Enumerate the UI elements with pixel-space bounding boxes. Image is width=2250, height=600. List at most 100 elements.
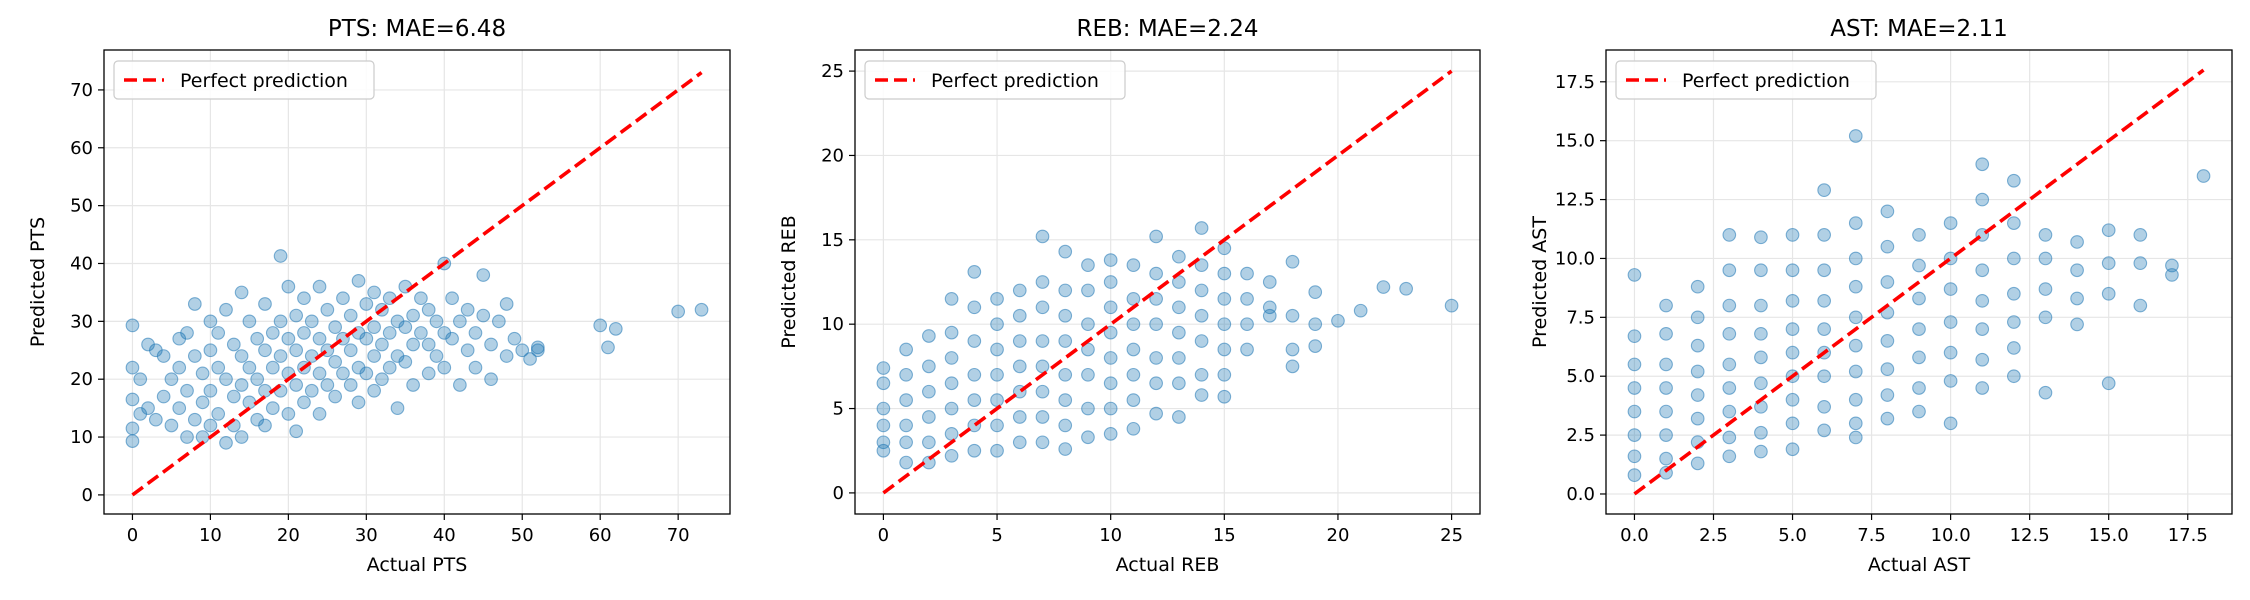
scatter-point bbox=[484, 372, 498, 387]
scatter-point bbox=[1035, 410, 1050, 424]
scatter-point bbox=[1943, 345, 1958, 360]
y-tick-label: 20 bbox=[821, 145, 844, 166]
y-tick-label: 5.0 bbox=[1566, 366, 1595, 387]
scatter-point bbox=[281, 279, 296, 294]
scatter-point bbox=[899, 455, 913, 470]
scatter-point bbox=[367, 320, 381, 334]
scatter-point bbox=[250, 331, 265, 346]
scatter-point bbox=[125, 421, 140, 436]
scatter-point bbox=[1943, 315, 1958, 329]
scatter-point bbox=[1817, 322, 1832, 336]
scatter-point bbox=[1103, 325, 1118, 340]
scatter-point bbox=[1880, 275, 1895, 289]
scatter-point bbox=[1975, 157, 1990, 172]
y-tick-label: 10.0 bbox=[1555, 248, 1595, 269]
scatter-point bbox=[1172, 376, 1186, 391]
scatter-point bbox=[156, 349, 171, 363]
scatter-point bbox=[1308, 339, 1323, 353]
scatter-point bbox=[1754, 298, 1768, 313]
scatter-point bbox=[1126, 342, 1141, 357]
scatter-point bbox=[2006, 315, 2021, 329]
scatter-point bbox=[1149, 376, 1163, 391]
scatter-point bbox=[1659, 298, 1673, 313]
scatter-point bbox=[944, 376, 959, 391]
scatter-point bbox=[359, 366, 374, 381]
scatter-point bbox=[445, 291, 459, 306]
scatter-point bbox=[429, 314, 444, 329]
scatter-point bbox=[211, 407, 226, 421]
scatter-point bbox=[328, 354, 342, 369]
scatter-point bbox=[990, 393, 1004, 407]
scatter-point bbox=[343, 378, 358, 392]
scatter-point bbox=[125, 434, 140, 448]
scatter-point bbox=[125, 360, 140, 375]
scatter-point bbox=[367, 383, 381, 398]
scatter-point bbox=[476, 308, 491, 323]
scatter-point bbox=[125, 392, 140, 407]
scatter-point bbox=[148, 412, 163, 427]
scatter-point bbox=[2038, 385, 2053, 400]
scatter-point bbox=[211, 326, 226, 340]
x-axis-label: Actual PTS bbox=[367, 554, 468, 576]
scatter-point bbox=[258, 383, 272, 398]
scatter-point bbox=[694, 302, 709, 317]
scatter-point bbox=[1012, 435, 1027, 450]
scatter-point bbox=[1817, 399, 1832, 414]
y-tick-label: 10 bbox=[70, 427, 93, 448]
scatter-point bbox=[351, 395, 366, 410]
scatter-point bbox=[1194, 221, 1209, 235]
scatter-point bbox=[499, 297, 514, 311]
scatter-point bbox=[156, 389, 171, 404]
scatter-point bbox=[421, 337, 436, 352]
scatter-point bbox=[2070, 291, 2084, 306]
x-tick-label: 0.0 bbox=[1620, 525, 1649, 546]
x-axis-label: Actual AST bbox=[1868, 554, 1971, 576]
chart-panel-1: 0 10 20 30 40 50 60 70 0 10 20 30 40 50 60 70 PTS: MAE=6… bbox=[27, 16, 731, 576]
scatter-point bbox=[1194, 388, 1209, 402]
scatter-point bbox=[382, 360, 397, 375]
scatter-point bbox=[414, 291, 428, 306]
scatter-point bbox=[1399, 281, 1413, 296]
scatter-point bbox=[1817, 369, 1832, 384]
scatter-point bbox=[1785, 392, 1800, 407]
scatter-point bbox=[460, 302, 475, 317]
scatter-point bbox=[141, 401, 155, 415]
scatter-point bbox=[1880, 362, 1895, 376]
scatter-point bbox=[453, 378, 467, 392]
scatter-point bbox=[2133, 298, 2148, 313]
scatter-point bbox=[1172, 351, 1186, 365]
scatter-point bbox=[1880, 334, 1895, 348]
scatter-point bbox=[1012, 283, 1027, 298]
scatter-point bbox=[1627, 449, 1642, 464]
scatter-point bbox=[944, 292, 959, 306]
scatter-point bbox=[180, 430, 194, 444]
scatter-point bbox=[258, 297, 272, 311]
scatter-point bbox=[1785, 442, 1800, 457]
scatter-point bbox=[967, 265, 982, 279]
scatter-point bbox=[1912, 381, 1926, 395]
scatter-point bbox=[1912, 322, 1926, 336]
scatter-points bbox=[1627, 129, 2211, 482]
scatter-point bbox=[1690, 338, 1705, 353]
y-tick-label: 40 bbox=[70, 253, 93, 274]
scatter-point bbox=[2006, 173, 2021, 188]
scatter-point bbox=[1126, 292, 1141, 306]
scatter-point bbox=[1035, 384, 1050, 399]
scatter-point bbox=[2038, 251, 2053, 266]
scatter-point bbox=[289, 424, 304, 439]
axes-frame bbox=[1605, 49, 2233, 515]
scatter-point bbox=[1126, 421, 1141, 436]
y-axis-label: Predicted AST bbox=[1529, 216, 1551, 348]
scatter-point bbox=[414, 326, 428, 340]
scatter-point bbox=[1848, 279, 1863, 294]
scatter-point bbox=[1722, 263, 1737, 278]
perfect-prediction-line bbox=[882, 69, 1453, 495]
y-tick-label: 0.0 bbox=[1566, 484, 1595, 505]
scatter-point bbox=[1217, 292, 1232, 306]
scatter-point bbox=[1785, 293, 1800, 308]
scatter-point bbox=[1722, 357, 1737, 372]
scatter-point bbox=[1103, 376, 1118, 391]
scatter-point bbox=[2006, 286, 2021, 301]
scatter-point bbox=[1126, 317, 1141, 332]
scatter-point bbox=[406, 378, 420, 392]
